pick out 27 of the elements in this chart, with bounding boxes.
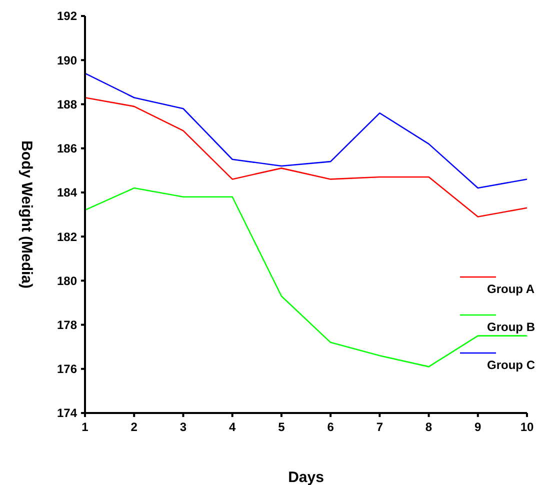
x-tick-label: 8 xyxy=(425,420,432,434)
y-tick-label: 188 xyxy=(56,97,78,112)
x-tick-label: 9 xyxy=(474,420,482,434)
y-axis-title: Body Weight (Media) xyxy=(18,140,35,289)
y-tick-label: 182 xyxy=(56,230,78,244)
x-tick-label: 10 xyxy=(520,420,534,434)
x-tick-label: 3 xyxy=(180,420,187,434)
line-series xyxy=(84,96,528,218)
x-axis-title: Days xyxy=(288,469,324,485)
x-tick-label: 4 xyxy=(228,420,236,434)
line-series xyxy=(84,72,528,189)
y-tick-label: 180 xyxy=(56,274,78,288)
x-tick-label: 6 xyxy=(327,420,334,434)
y-tick-label: 178 xyxy=(56,318,78,332)
y-tick-label: 176 xyxy=(56,362,78,376)
y-tick-label: 186 xyxy=(56,142,78,156)
x-tick-label: 1 xyxy=(82,420,89,434)
legend-label: Group A xyxy=(487,282,535,296)
y-tick-label: 192 xyxy=(56,9,78,24)
x-tick-label: 7 xyxy=(376,420,384,434)
x-tick-label: 2 xyxy=(130,420,138,434)
x-tick-label: 5 xyxy=(278,420,286,434)
y-tick-label: 184 xyxy=(56,186,78,200)
legend-label: Group C xyxy=(487,358,536,372)
y-tick-label: 174 xyxy=(56,406,78,420)
y-tick-label: 190 xyxy=(56,53,78,68)
legend-label: Group B xyxy=(487,320,536,334)
